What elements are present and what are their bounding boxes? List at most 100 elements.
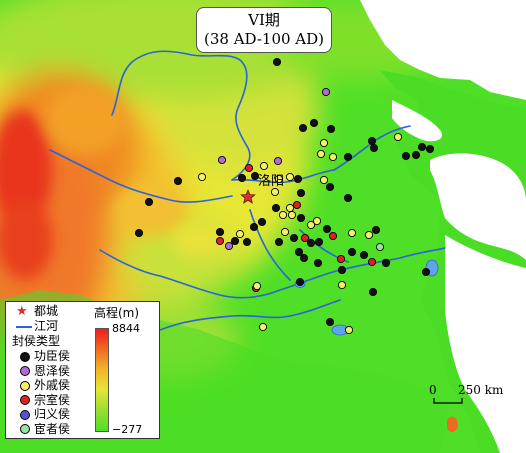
legend-type-row: 外戚侯 bbox=[20, 378, 70, 393]
legend-dot-icon bbox=[20, 366, 30, 376]
fief-marker bbox=[280, 227, 290, 237]
fief-marker bbox=[285, 203, 295, 213]
fief-marker bbox=[369, 143, 379, 153]
fief-marker bbox=[313, 258, 323, 268]
fief-marker bbox=[325, 182, 335, 192]
fief-marker bbox=[217, 155, 227, 165]
fief-marker bbox=[272, 57, 282, 67]
elevation-color-bar bbox=[95, 328, 109, 432]
fief-marker bbox=[250, 171, 260, 181]
fief-marker bbox=[274, 174, 284, 184]
fief-marker bbox=[215, 227, 225, 237]
fief-marker bbox=[237, 173, 247, 183]
fief-marker bbox=[319, 138, 329, 148]
fief-marker bbox=[294, 247, 304, 257]
legend-dot-icon bbox=[20, 424, 30, 434]
fief-marker bbox=[347, 247, 357, 257]
fief-marker bbox=[278, 210, 288, 220]
fief-marker bbox=[326, 124, 336, 134]
fief-marker bbox=[337, 280, 347, 290]
fief-marker bbox=[270, 187, 280, 197]
legend-type-row: 宦者侯 bbox=[20, 422, 70, 437]
capital-marker bbox=[240, 189, 256, 204]
period-range: (38 AD-100 AD) bbox=[203, 30, 325, 48]
fief-marker bbox=[328, 152, 338, 162]
fief-marker bbox=[381, 258, 391, 268]
fief-marker bbox=[343, 193, 353, 203]
fief-marker bbox=[347, 228, 357, 238]
legend-type-row: 宗室侯 bbox=[20, 393, 70, 408]
legend-type-label: 恩泽侯 bbox=[34, 363, 71, 378]
fief-marker bbox=[298, 123, 308, 133]
fief-marker bbox=[411, 150, 421, 160]
fief-marker bbox=[296, 188, 306, 198]
fief-marker bbox=[273, 156, 283, 166]
scale-distance-label: 250 km bbox=[458, 383, 504, 397]
fief-marker bbox=[319, 175, 329, 185]
fief-marker bbox=[252, 281, 262, 291]
fief-marker bbox=[312, 216, 322, 226]
fief-marker bbox=[417, 142, 427, 152]
fief-marker bbox=[337, 265, 347, 275]
fief-marker bbox=[244, 163, 254, 173]
scale-bar bbox=[433, 398, 463, 404]
fief-marker bbox=[309, 118, 319, 128]
fief-marker bbox=[289, 233, 299, 243]
fief-marker bbox=[393, 132, 403, 142]
fief-marker bbox=[249, 222, 259, 232]
legend-type-row: 归义侯 bbox=[20, 407, 70, 422]
scale-zero-label: 0 bbox=[429, 383, 437, 397]
map-legend: ★ 都城 江河 封侯类型 功臣侯 恩泽侯 外戚侯 宗室侯 归义侯 宦者侯 高程(m) 884… bbox=[5, 301, 160, 439]
legend-capital-row: ★ 都城 bbox=[16, 304, 58, 319]
legend-type-row: 恩泽侯 bbox=[20, 364, 70, 379]
fief-marker bbox=[344, 325, 354, 335]
fief-marker bbox=[144, 197, 154, 207]
fief-marker bbox=[215, 236, 225, 246]
legend-type-row: 功臣侯 bbox=[20, 349, 70, 364]
fief-marker bbox=[314, 237, 324, 247]
fief-marker bbox=[299, 253, 309, 263]
fief-marker bbox=[287, 210, 297, 220]
fief-marker bbox=[274, 237, 284, 247]
fief-marker bbox=[343, 152, 353, 162]
legend-dot-icon bbox=[20, 395, 30, 405]
fief-marker bbox=[293, 174, 303, 184]
fief-marker bbox=[359, 250, 369, 260]
fief-marker bbox=[300, 233, 310, 243]
fief-marker bbox=[197, 172, 207, 182]
fief-marker bbox=[368, 287, 378, 297]
period-title-box: VI期 (38 AD-100 AD) bbox=[196, 7, 332, 53]
fief-marker bbox=[375, 242, 385, 252]
fief-marker bbox=[336, 254, 346, 264]
fief-marker bbox=[321, 87, 331, 97]
fief-marker bbox=[242, 237, 252, 247]
legend-dot-icon bbox=[20, 380, 30, 391]
legend-type-label: 宦者侯 bbox=[34, 421, 71, 436]
fief-marker bbox=[173, 176, 183, 186]
fief-marker bbox=[371, 225, 381, 235]
legend-type-label: 功臣侯 bbox=[34, 349, 71, 363]
legend-type-label: 归义侯 bbox=[34, 407, 71, 421]
fief-marker bbox=[292, 200, 302, 210]
fief-marker bbox=[306, 220, 316, 230]
fief-marker bbox=[259, 161, 269, 171]
fief-marker bbox=[224, 241, 234, 251]
fief-marker bbox=[257, 217, 267, 227]
fief-marker bbox=[230, 236, 240, 246]
legend-dot-icon bbox=[20, 409, 30, 420]
marker-layer bbox=[134, 57, 435, 335]
fief-marker bbox=[367, 136, 377, 146]
fief-marker bbox=[421, 267, 431, 277]
fief-marker bbox=[235, 229, 245, 239]
rivers bbox=[49, 50, 446, 331]
fief-marker bbox=[134, 228, 144, 238]
fief-marker bbox=[285, 172, 295, 182]
legend-group-title: 封侯类型 bbox=[12, 334, 61, 348]
elevation-min-label: −277 bbox=[112, 423, 143, 436]
fief-marker bbox=[401, 151, 411, 161]
fief-marker bbox=[271, 203, 281, 213]
fief-marker bbox=[425, 144, 435, 154]
fief-marker bbox=[295, 277, 305, 287]
fief-marker bbox=[306, 238, 316, 248]
